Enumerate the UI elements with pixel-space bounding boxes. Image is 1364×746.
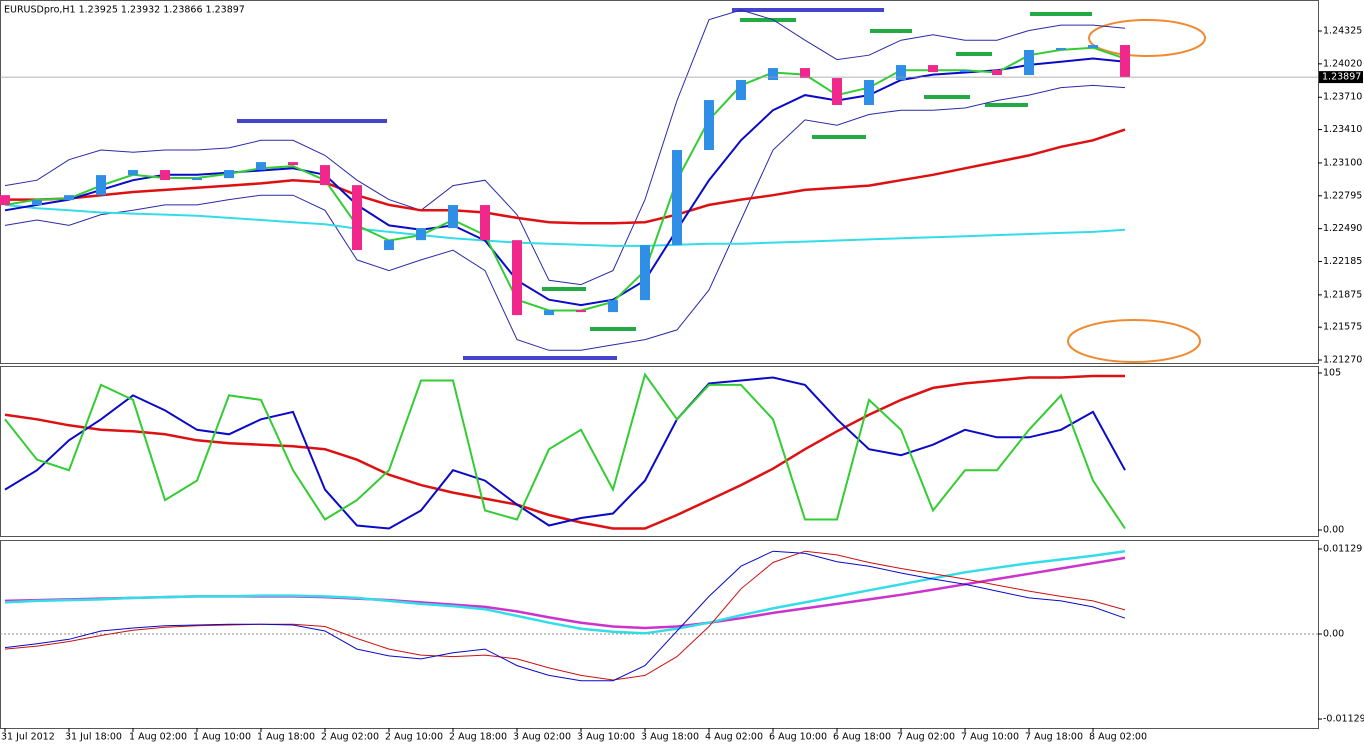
y-tick-label: 1.21270 <box>1323 355 1362 366</box>
series-line <box>4 57 1126 307</box>
candle-body <box>864 80 874 105</box>
series-line <box>4 374 1125 530</box>
candle-body <box>640 245 650 301</box>
candle-body <box>160 170 170 181</box>
x-tick-label: 1 Aug 18:00 <box>257 732 315 743</box>
candle-body <box>288 162 298 166</box>
candle-body <box>224 170 234 179</box>
x-tick-label: 1 Aug 02:00 <box>129 732 187 743</box>
y-tick-label: 0.00 <box>1323 524 1344 535</box>
level-markers <box>237 8 1206 363</box>
y-tick-label: 1.23710 <box>1323 92 1362 103</box>
candle-body <box>96 175 106 196</box>
series-line <box>5 128 1126 225</box>
x-tick-label: 7 Aug 18:00 <box>1025 732 1083 743</box>
x-tick-label: 2 Aug 02:00 <box>321 732 379 743</box>
series-line <box>4 9 1126 286</box>
x-tick-label: 31 Jul 18:00 <box>65 732 122 743</box>
candle-body <box>64 195 74 201</box>
series-line <box>4 372 1126 530</box>
candle-body <box>608 300 618 313</box>
current-price-label: 1.23897 <box>1322 72 1361 83</box>
y-tick-label: -0.01129 <box>1323 714 1364 725</box>
y-tick-label: 1.21875 <box>1323 289 1362 300</box>
candle-body <box>448 205 458 229</box>
y-tick-label: 1.21575 <box>1323 322 1362 333</box>
x-tick-label: 4 Aug 02:00 <box>705 732 763 743</box>
series-line <box>4 550 1126 682</box>
candle-body <box>32 200 42 206</box>
series-line <box>4 46 1126 312</box>
candle-body <box>800 68 810 79</box>
series-line <box>4 84 1126 351</box>
y-tick-label: 1.23410 <box>1323 124 1362 135</box>
candle-body <box>832 78 842 105</box>
candle-body <box>416 228 426 241</box>
candle-body <box>1120 45 1130 78</box>
candle-body <box>928 65 938 73</box>
y-tick-label: 1.22795 <box>1323 190 1362 201</box>
series-line <box>4 549 1126 635</box>
candle-body <box>704 100 714 151</box>
series-line <box>4 550 1126 681</box>
candle-body <box>384 240 394 251</box>
y-tick-label: 1.24325 <box>1323 26 1362 37</box>
candle-body <box>736 80 746 101</box>
y-tick-label: 105 <box>1323 367 1341 378</box>
current-price-box <box>1319 71 1363 84</box>
highlight <box>1067 319 1201 363</box>
x-tick-label: 3 Aug 18:00 <box>641 732 699 743</box>
candle-body <box>256 162 266 171</box>
candle-body <box>512 240 522 316</box>
series-line <box>4 203 1126 247</box>
x-tick-label: 6 Aug 18:00 <box>833 732 891 743</box>
x-tick-label: 3 Aug 10:00 <box>577 732 635 743</box>
candle-body <box>320 165 330 186</box>
y-tick-label: 1.22185 <box>1323 256 1362 267</box>
candle-body <box>544 310 554 316</box>
candle-body <box>960 70 970 73</box>
y-tick-label: 0.01129 <box>1323 543 1362 554</box>
chart-title: EURUSDpro,H1 1.23925 1.23932 1.23866 1.2… <box>4 5 245 16</box>
y-tick-label: 1.23100 <box>1323 157 1362 168</box>
x-tick-label: 2 Aug 10:00 <box>385 732 443 743</box>
candle-body <box>352 185 362 251</box>
x-tick-label: 1 Aug 10:00 <box>193 732 251 743</box>
candle-body <box>992 70 1002 76</box>
candle-body <box>768 68 778 81</box>
candle-body <box>1024 49 1034 76</box>
x-tick-label: 3 Aug 02:00 <box>513 732 571 743</box>
y-tick-label: 1.24020 <box>1323 58 1362 69</box>
x-tick-label: 8 Aug 02:00 <box>1089 732 1147 743</box>
candle-body <box>576 310 586 313</box>
x-tick-label: 7 Aug 10:00 <box>961 732 1019 743</box>
y-tick-label: 0.00 <box>1323 629 1344 640</box>
candle-body <box>672 150 682 246</box>
x-tick-label: 6 Aug 10:00 <box>769 732 827 743</box>
y-tick-label: 1.22490 <box>1323 223 1362 234</box>
x-tick-label: 2 Aug 18:00 <box>449 732 507 743</box>
price-pane <box>0 0 1319 364</box>
candle-body <box>128 170 138 176</box>
candle-body <box>192 178 202 181</box>
x-tick-label: 31 Jul 2012 <box>1 732 55 743</box>
series-line <box>4 376 1126 530</box>
candle-body <box>1088 45 1098 49</box>
candle-body <box>480 205 490 241</box>
highlight <box>1088 19 1206 57</box>
x-tick-label: 7 Aug 02:00 <box>897 732 955 743</box>
candle-body <box>1056 48 1066 50</box>
candle-body <box>896 65 906 81</box>
candle-body <box>0 195 10 206</box>
